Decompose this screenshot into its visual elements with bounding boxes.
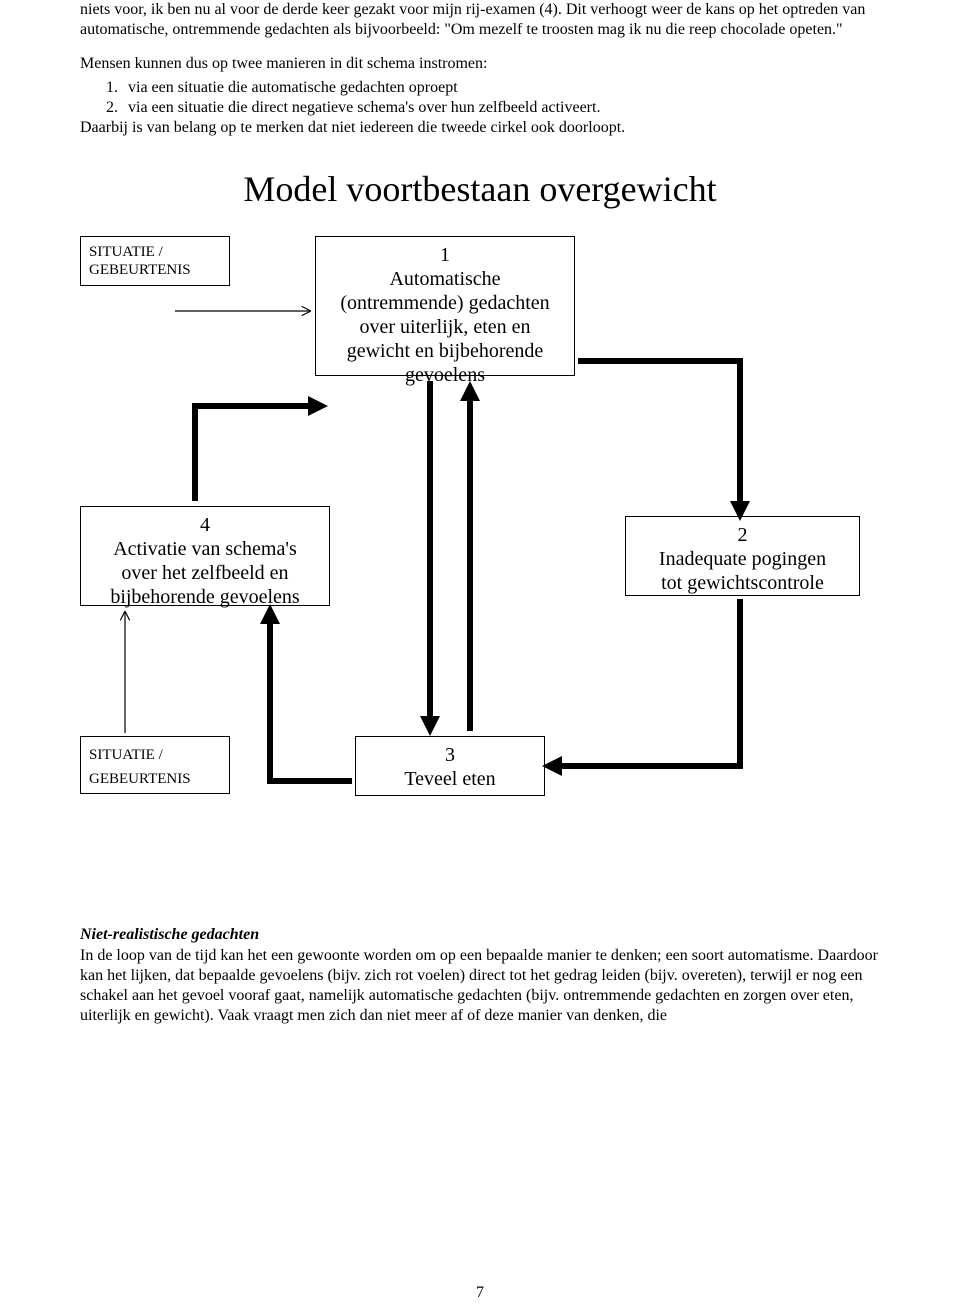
diagram-title: Model voortbestaan overgewicht [80,168,880,210]
arrow-3-to-4 [270,619,352,781]
list-item: via een situatie die automatische gedach… [122,78,880,98]
arrow-layer [80,236,880,896]
paragraph-2: Mensen kunnen dus op twee manieren in di… [80,54,880,74]
list-item: via een situatie die direct negatieve sc… [122,98,880,118]
arrow-4-to-1 [195,406,308,501]
paragraph-4: In de loop van de tijd kan het een gewoo… [80,946,880,1026]
subheading: Niet-realistische gedachten [80,926,880,944]
flowchart-diagram: SITUATIE / GEBEURTENIS 1 Automatische (o… [80,236,880,896]
paragraph-1: niets voor, ik ben nu al voor de derde k… [80,0,880,40]
arrowhead-icon [460,381,480,401]
numbered-list: via een situatie die automatische gedach… [80,78,880,118]
arrowhead-icon [420,716,440,736]
arrow-2-to-3 [558,599,740,766]
page: niets voor, ik ben nu al voor de derde k… [0,0,960,1316]
arrowhead-icon [730,501,750,521]
arrowhead-icon [308,396,328,416]
arrowhead-icon [542,756,562,776]
arrowhead-icon [260,604,280,624]
arrow-1-to-2 [578,361,740,504]
paragraph-3: Daarbij is van belang op te merken dat n… [80,118,880,138]
page-number: 7 [0,1284,960,1302]
